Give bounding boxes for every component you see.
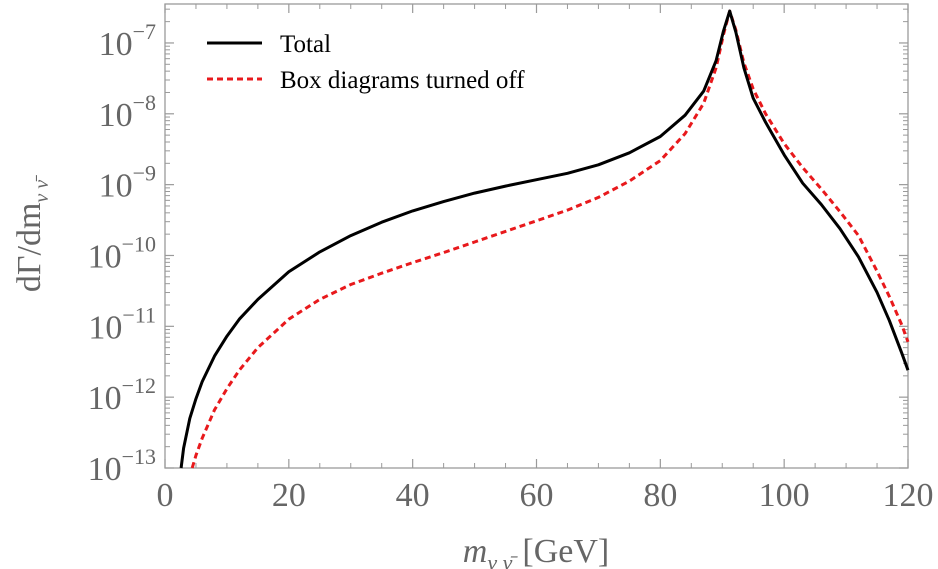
y-axis-title: dΓ/dmν ν̄: [11, 175, 53, 292]
y-axis-title-subscript: ν ν̄: [31, 175, 53, 203]
y-axis-title-main: dΓ/dm: [11, 203, 48, 293]
y-tick-label: 10−11: [88, 302, 156, 346]
series-layer: [179, 9, 910, 469]
plot-frame: [164, 3, 909, 469]
y-tick-label: 10−9: [99, 161, 156, 205]
legend-item-total: Total: [207, 31, 331, 58]
x-axis-title-subscript: ν ν̄: [487, 550, 518, 569]
plot-area: [164, 3, 909, 469]
y-tick-label: 10−10: [88, 231, 156, 275]
y-tick-label: 10−8: [99, 90, 156, 134]
series-line-box-diagrams-off: [190, 9, 910, 469]
x-axis-title: mν ν̄ [GeV]: [463, 533, 609, 569]
x-axis-title-unit: [GeV]: [522, 533, 609, 569]
x-tick-label: 20: [272, 477, 306, 514]
x-tick-label: 60: [520, 477, 554, 514]
tick-labels: 0 20 40 60 80 100 120 10−7 10−8 10−9 10−10 10−11 10−…: [88, 19, 934, 514]
x-tick-label: 0: [157, 477, 174, 514]
legend-item-box-off: Box diagrams turned off: [207, 67, 525, 94]
x-tick-label: 100: [759, 477, 810, 514]
series-line-total: [179, 9, 910, 469]
ticks: [164, 4, 909, 469]
legend: Total Box diagrams turned off: [207, 31, 525, 94]
x-tick-label: 80: [643, 477, 677, 514]
x-tick-label: 40: [396, 477, 430, 514]
y-tick-label: 10−12: [88, 373, 156, 417]
legend-label-total: Total: [280, 31, 331, 58]
legend-label-box-off: Box diagrams turned off: [280, 67, 525, 94]
x-tick-label: 120: [883, 477, 934, 514]
y-tick-label: 10−7: [99, 19, 156, 63]
y-tick-label: 10−13: [88, 444, 156, 488]
x-axis-title-symbol: m: [463, 533, 488, 569]
